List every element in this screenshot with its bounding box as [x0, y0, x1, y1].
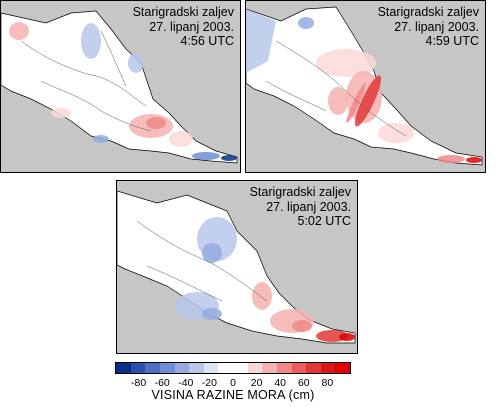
sea-level-anomalies: [9, 22, 237, 161]
colorbar-tick-label: -60: [154, 377, 170, 389]
location-label: Starigradski zaljev: [132, 5, 234, 19]
contour-lines: [136, 220, 268, 302]
map-panel-1: Starigradski zaljev 27. lipanj 2003. 4:5…: [0, 0, 241, 173]
colorbar-tick-label: 20: [250, 377, 263, 389]
colorbar-tick-label: -80: [131, 377, 147, 389]
colorbar-segment: [276, 363, 292, 373]
colorbar-tick-label: 60: [297, 377, 310, 389]
contour-lines: [20, 30, 152, 132]
colorbar-segment: [262, 363, 277, 373]
date-label: 27. lipanj 2003.: [266, 199, 351, 214]
sea-level-anomalies: [246, 9, 482, 163]
colorbar-tick-label: 0: [230, 377, 236, 389]
time-label: 4:59 UTC: [425, 34, 480, 48]
date-label: 27. lipanj 2003.: [149, 19, 234, 34]
sea-level-anomalies: [175, 217, 355, 342]
colorbar-segment: [159, 363, 175, 373]
colorbar-segment: [189, 363, 204, 373]
date-label: 27. lipanj 2003.: [394, 19, 479, 34]
colorbar-segment: [233, 363, 248, 373]
colorbar-segment: [291, 363, 307, 373]
colorbar-tick-label: 80: [321, 377, 334, 389]
location-label: Starigradski zaljev: [249, 185, 351, 199]
colorbar-segment: [335, 363, 350, 373]
colorbar-segment: [174, 363, 190, 373]
bay-map-3: [117, 190, 356, 344]
bay-map-1: [1, 10, 238, 164]
colorbar-segment: [203, 363, 219, 373]
map-panel-2: Starigradski zaljev 27. lipanj 2003. 4:5…: [245, 0, 486, 173]
colorbar: [115, 362, 351, 374]
contour-lines: [265, 40, 407, 137]
colorbar-tick-label: -20: [201, 377, 217, 389]
colorbar-tick-label: 40: [274, 377, 287, 389]
panel-label: Starigradski zaljev 27. lipanj 2003. 4:5…: [378, 5, 479, 49]
panel-label: Starigradski zaljev 27. lipanj 2003. 5:0…: [250, 185, 351, 229]
location-label: Starigradski zaljev: [377, 5, 479, 19]
colorbar-segment: [320, 363, 336, 373]
time-label: 5:02 UTC: [297, 214, 352, 228]
colorbar-ticks: -80 -60 -40 -20 0 20 40 60 80: [115, 377, 351, 389]
map-panel-3: Starigradski zaljev 27. lipanj 2003. 5:0…: [116, 180, 358, 354]
colorbar-title: VISINA RAZINE MORA (cm): [151, 388, 315, 402]
colorbar-tick-label: -40: [178, 377, 194, 389]
panel-label: Starigradski zaljev 27. lipanj 2003. 4:5…: [133, 5, 234, 49]
colorbar-segment: [306, 363, 321, 373]
colorbar-segment: [218, 363, 233, 373]
colorbar-segment: [145, 363, 160, 373]
time-label: 4:56 UTC: [180, 34, 235, 48]
colorbar-segment: [116, 363, 131, 373]
bay-map-2: [246, 6, 483, 166]
colorbar-segment: [130, 363, 146, 373]
sea-area: [117, 190, 356, 344]
colorbar-segment: [247, 363, 263, 373]
